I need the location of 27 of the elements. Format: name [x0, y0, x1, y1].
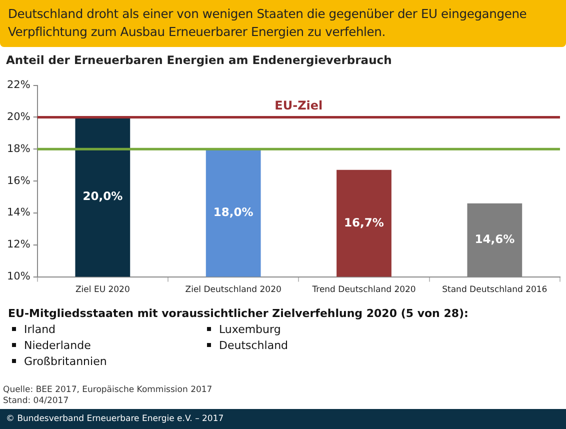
x-tick-label: Ziel EU 2020 — [75, 285, 130, 296]
x-tick-label: Ziel Deutschland 2020 — [185, 285, 282, 296]
chart-title: Deutschland droht als einer von wenigen Staaten die gegenüber der EU eingegangene Verpflichtung zum Ausbau Erneuerbarer Energien zu verfehlen. — [0, 0, 566, 47]
y-tick-label: 12% — [6, 238, 30, 251]
y-tick-label: 20% — [6, 110, 30, 123]
text: Irland — [12, 323, 207, 339]
y-tick-label: 22% — [6, 79, 30, 92]
data-label: 20,0% — [82, 188, 124, 203]
data-label: 14,6% — [474, 232, 516, 246]
y-tick-label: 10% — [6, 270, 30, 283]
text: Großbritannien — [12, 355, 207, 371]
data-label: 18,0% — [213, 204, 254, 219]
chart-subtitle: Anteil der Erneuerbaren Energien am Endenergieverbrauch — [6, 53, 393, 67]
y-tick-label: 16% — [6, 174, 30, 187]
x-tick-label: Trend Deutschland 2020 — [311, 285, 416, 296]
text: Stand: 04/2017 — [3, 396, 70, 407]
text: Niederlande — [12, 339, 207, 355]
text: Deutschland — [207, 339, 402, 355]
text: © Bundesverband Erneuerbare Energie e.V. – 2017 — [0, 409, 566, 429]
data-label: 16,7% — [344, 215, 384, 230]
y-tick-label: 18% — [6, 142, 30, 155]
text: EU-Mitgliedsstaaten mit voraussichtlicher Zielverfehlung 2020 (5 von 28): — [8, 307, 468, 320]
x-tick-label: Stand Deutschland 2016 — [442, 285, 548, 296]
source-note: Quelle: BEE 2017, Europäische Kommission 2017 — [3, 385, 212, 396]
ref-line-label: EU-Ziel — [274, 98, 323, 112]
y-tick-label: 14% — [6, 206, 30, 219]
text: Luxemburg — [207, 323, 402, 339]
